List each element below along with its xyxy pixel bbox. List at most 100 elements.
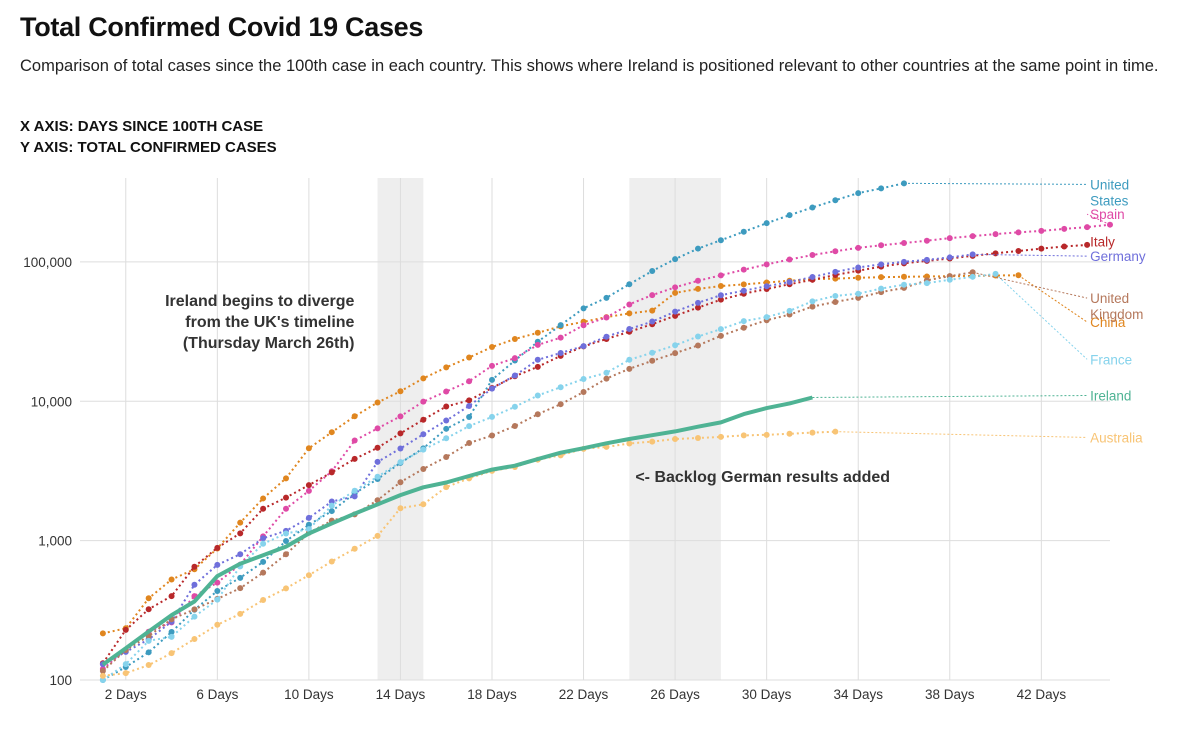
data-point (878, 274, 885, 281)
series-united-kingdom: United Kingdom (99, 269, 1143, 675)
data-point (145, 662, 152, 669)
y-tick-label: 100 (49, 673, 72, 688)
data-point (695, 299, 701, 306)
data-point (214, 588, 221, 595)
x-tick-label: 30 Days (742, 687, 792, 702)
data-point (534, 411, 541, 418)
data-point (351, 455, 358, 462)
label-leader (972, 271, 1088, 299)
data-point (534, 329, 541, 336)
data-point (237, 585, 244, 592)
data-point (717, 433, 724, 440)
annotation-line: from the UK's timeline (185, 314, 354, 331)
data-point (420, 375, 427, 382)
x-tick-label: 2 Days (105, 687, 147, 702)
x-tick-label: 22 Days (559, 687, 609, 702)
data-point (786, 256, 793, 263)
data-point (145, 649, 152, 656)
data-point (420, 398, 427, 405)
data-point (649, 438, 656, 445)
data-point (901, 281, 907, 288)
data-point (580, 322, 587, 329)
data-point (580, 388, 587, 395)
data-point (1015, 247, 1022, 254)
data-point (901, 239, 907, 246)
data-point (168, 593, 175, 600)
annotation-text: Ireland begins to diverge from the UK's t… (165, 293, 354, 352)
data-point (374, 458, 381, 465)
data-point (855, 190, 862, 197)
data-point (443, 364, 450, 371)
data-point (214, 621, 221, 628)
data-point (168, 633, 175, 640)
data-point (649, 349, 656, 356)
data-point (260, 597, 267, 604)
data-point (237, 530, 244, 537)
data-point (122, 670, 129, 677)
data-point (191, 606, 198, 613)
data-point (763, 431, 770, 438)
data-point (717, 296, 724, 303)
x-tick-label: 26 Days (650, 687, 700, 702)
series-label-line: Spain (1090, 207, 1125, 222)
data-point (99, 668, 106, 675)
series-line (102, 430, 836, 677)
x-tick-label: 10 Days (284, 687, 334, 702)
data-point (603, 369, 610, 376)
data-point (466, 423, 473, 430)
data-point (809, 303, 816, 310)
series-label-line: Ireland (1090, 389, 1131, 404)
data-point (283, 551, 289, 558)
series-label: Spain (1090, 207, 1125, 222)
data-point (489, 413, 495, 420)
series-label: Italy (1090, 235, 1115, 250)
data-point (580, 343, 587, 350)
data-point (603, 333, 610, 340)
series-line (102, 271, 973, 672)
data-point (901, 258, 907, 265)
data-point (695, 285, 701, 292)
data-point (328, 469, 335, 476)
data-point (649, 292, 656, 299)
data-point (672, 312, 679, 319)
data-point (1084, 224, 1091, 231)
data-point (695, 277, 701, 284)
data-point (603, 375, 610, 382)
data-point (260, 505, 267, 512)
data-point (832, 248, 839, 255)
data-point (878, 261, 885, 268)
data-point (901, 273, 907, 280)
data-point (809, 274, 816, 281)
data-point (992, 250, 999, 257)
data-point (260, 540, 267, 547)
data-point (374, 532, 381, 539)
data-point (351, 493, 358, 500)
data-point (786, 212, 793, 219)
data-point (305, 445, 312, 452)
data-point (397, 479, 404, 486)
data-point (923, 237, 930, 244)
data-point (717, 332, 724, 339)
data-point (832, 298, 839, 305)
data-point (99, 630, 106, 637)
annotation-line: <- Backlog German results added (635, 469, 890, 486)
data-point (626, 301, 633, 308)
data-point (397, 388, 404, 395)
data-point (420, 446, 427, 453)
data-point (1015, 229, 1022, 236)
data-point (305, 572, 312, 579)
data-point (1061, 243, 1068, 250)
data-point (717, 283, 724, 290)
data-point (443, 453, 450, 460)
data-point (672, 256, 679, 263)
data-point (626, 440, 633, 447)
series-label-line: States (1090, 193, 1129, 208)
data-point (191, 563, 198, 570)
data-point (260, 535, 267, 542)
data-point (191, 613, 198, 620)
data-point (923, 280, 930, 287)
data-point (191, 635, 198, 642)
data-point (305, 514, 312, 521)
data-point (1038, 245, 1045, 252)
data-point (626, 281, 633, 288)
